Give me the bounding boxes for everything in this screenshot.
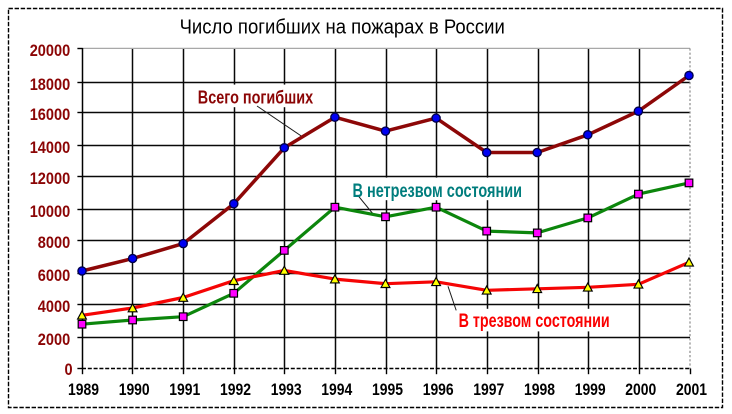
svg-text:12000: 12000 xyxy=(30,169,71,188)
svg-text:14000: 14000 xyxy=(30,138,71,157)
svg-text:1996: 1996 xyxy=(423,380,454,399)
svg-text:0: 0 xyxy=(65,360,73,379)
svg-text:1993: 1993 xyxy=(271,380,302,399)
svg-text:1989: 1989 xyxy=(68,380,99,399)
svg-text:8000: 8000 xyxy=(38,233,70,252)
svg-text:2000: 2000 xyxy=(625,380,656,399)
svg-text:В нетрезвом состоянии: В нетрезвом состоянии xyxy=(353,181,523,202)
svg-text:Всего погибших: Всего погибших xyxy=(198,87,313,107)
svg-text:18000: 18000 xyxy=(30,75,71,94)
svg-text:10000: 10000 xyxy=(30,202,71,221)
svg-text:6000: 6000 xyxy=(38,266,70,285)
svg-text:16000: 16000 xyxy=(30,105,71,124)
svg-text:1990: 1990 xyxy=(119,380,150,399)
svg-text:20000: 20000 xyxy=(30,41,71,60)
svg-text:2001: 2001 xyxy=(676,380,707,399)
svg-text:2000: 2000 xyxy=(38,330,70,349)
svg-text:4000: 4000 xyxy=(38,297,70,316)
svg-text:1998: 1998 xyxy=(524,380,555,399)
svg-text:1997: 1997 xyxy=(473,380,504,399)
svg-text:1991: 1991 xyxy=(169,380,200,399)
svg-text:1995: 1995 xyxy=(372,380,403,399)
svg-text:1994: 1994 xyxy=(321,380,352,399)
svg-text:1992: 1992 xyxy=(220,380,251,399)
svg-text:В трезвом состоянии: В трезвом состоянии xyxy=(459,311,610,332)
svg-text:Число погибших на пожарах в Ро: Число погибших на пожарах в России xyxy=(180,17,505,39)
svg-text:1999: 1999 xyxy=(575,380,606,399)
